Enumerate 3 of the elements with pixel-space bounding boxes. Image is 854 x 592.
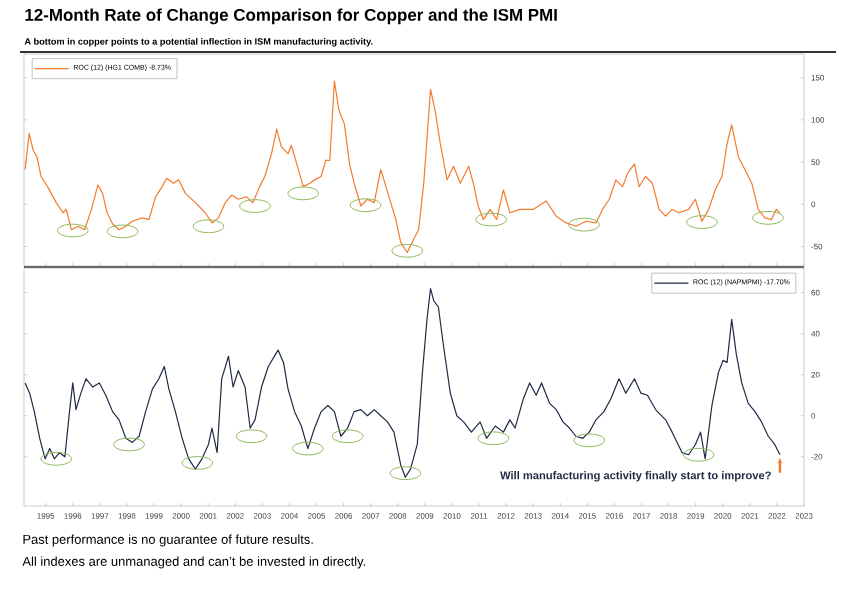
chart-title: 12-Month Rate of Change Comparison for Copper and the ISM PMI: [25, 8, 557, 25]
line-series: [24, 287, 781, 478]
line-series: [24, 80, 781, 254]
